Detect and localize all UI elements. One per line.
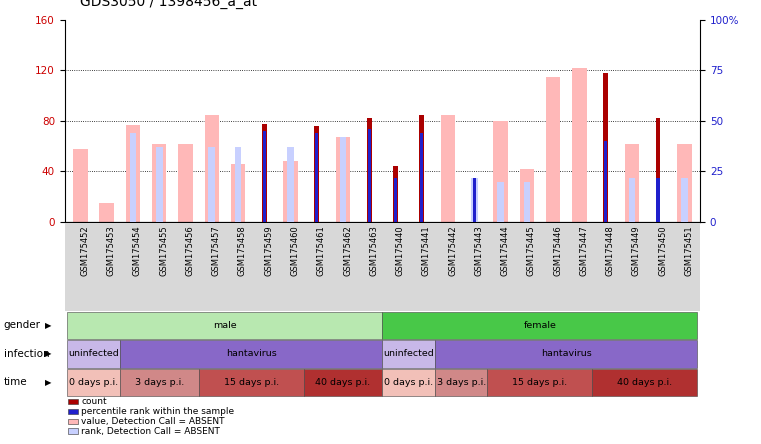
Bar <box>178 144 193 222</box>
Bar <box>394 178 397 222</box>
Text: rank, Detection Call = ABSENT: rank, Detection Call = ABSENT <box>81 427 220 436</box>
Text: GSM175457: GSM175457 <box>212 226 221 276</box>
Bar <box>657 178 660 222</box>
Bar <box>604 141 607 222</box>
Bar <box>100 203 114 222</box>
Bar <box>209 147 215 222</box>
Bar <box>420 133 423 222</box>
Bar <box>73 149 88 222</box>
Text: ▶: ▶ <box>45 378 51 387</box>
Text: GSM175440: GSM175440 <box>396 226 405 276</box>
Bar <box>231 164 245 222</box>
Bar <box>603 73 608 222</box>
Bar <box>152 144 167 222</box>
Text: GSM175446: GSM175446 <box>553 226 562 276</box>
Text: hantavirus: hantavirus <box>541 349 591 358</box>
Bar <box>339 137 346 222</box>
Bar <box>205 115 219 222</box>
Text: male: male <box>213 321 237 330</box>
Text: 15 days p.i.: 15 days p.i. <box>512 378 568 387</box>
Text: GSM175459: GSM175459 <box>264 226 273 276</box>
Text: uninfected: uninfected <box>68 349 119 358</box>
Text: GSM175456: GSM175456 <box>186 226 195 276</box>
Bar <box>625 144 639 222</box>
Bar <box>283 162 298 222</box>
Bar <box>419 115 424 222</box>
Bar <box>336 137 350 222</box>
Text: 40 days p.i.: 40 days p.i. <box>617 378 673 387</box>
Bar <box>368 129 371 222</box>
Bar <box>367 119 371 222</box>
Text: 3 days p.i.: 3 days p.i. <box>437 378 486 387</box>
Bar <box>393 166 398 222</box>
Text: 15 days p.i.: 15 days p.i. <box>224 378 279 387</box>
Text: GSM175443: GSM175443 <box>474 226 483 276</box>
Text: 40 days p.i.: 40 days p.i. <box>316 378 371 387</box>
Text: value, Detection Call = ABSENT: value, Detection Call = ABSENT <box>81 417 225 426</box>
Text: female: female <box>524 321 556 330</box>
Text: GSM175453: GSM175453 <box>107 226 116 276</box>
Text: GDS3050 / 1398456_a_at: GDS3050 / 1398456_a_at <box>80 0 257 9</box>
Text: GSM175447: GSM175447 <box>579 226 588 276</box>
Bar <box>262 123 266 222</box>
Bar <box>572 68 587 222</box>
Bar <box>656 119 661 222</box>
Text: percentile rank within the sample: percentile rank within the sample <box>81 407 234 416</box>
Text: time: time <box>4 377 27 387</box>
Text: GSM175463: GSM175463 <box>369 226 378 277</box>
Text: GSM175461: GSM175461 <box>317 226 326 276</box>
Text: 0 days p.i.: 0 days p.i. <box>69 378 118 387</box>
Bar <box>263 131 266 222</box>
Bar <box>315 133 318 222</box>
Text: GSM175451: GSM175451 <box>684 226 693 276</box>
Text: 0 days p.i.: 0 days p.i. <box>384 378 433 387</box>
Text: GSM175462: GSM175462 <box>343 226 352 276</box>
Bar <box>314 126 319 222</box>
Text: GSM175442: GSM175442 <box>448 226 457 276</box>
Bar <box>524 182 530 222</box>
Text: GSM175452: GSM175452 <box>81 226 90 276</box>
Bar <box>126 125 140 222</box>
Text: GSM175441: GSM175441 <box>422 226 431 276</box>
Bar <box>287 147 294 222</box>
Bar <box>546 77 560 222</box>
Bar <box>520 169 534 222</box>
Text: hantavirus: hantavirus <box>226 349 276 358</box>
Bar <box>493 121 508 222</box>
Text: 3 days p.i.: 3 days p.i. <box>135 378 184 387</box>
Text: ▶: ▶ <box>45 321 51 330</box>
Text: GSM175454: GSM175454 <box>133 226 142 276</box>
Text: count: count <box>81 397 107 406</box>
Text: GSM175460: GSM175460 <box>291 226 300 276</box>
Bar <box>677 144 692 222</box>
Bar <box>441 115 455 222</box>
Text: infection: infection <box>4 349 49 359</box>
Bar <box>681 178 688 222</box>
Text: gender: gender <box>4 321 41 330</box>
Bar <box>234 147 241 222</box>
Text: ▶: ▶ <box>45 349 51 358</box>
Text: uninfected: uninfected <box>384 349 434 358</box>
Bar <box>497 182 504 222</box>
Text: GSM175458: GSM175458 <box>238 226 247 276</box>
Text: GSM175448: GSM175448 <box>606 226 615 276</box>
Text: GSM175455: GSM175455 <box>159 226 168 276</box>
Text: GSM175444: GSM175444 <box>501 226 510 276</box>
Bar <box>156 147 163 222</box>
Bar <box>472 178 476 222</box>
Bar <box>129 133 136 222</box>
Bar <box>473 178 476 222</box>
Bar <box>471 178 478 222</box>
Text: GSM175449: GSM175449 <box>632 226 641 276</box>
Text: GSM175450: GSM175450 <box>658 226 667 276</box>
Text: GSM175445: GSM175445 <box>527 226 536 276</box>
Bar <box>629 178 635 222</box>
